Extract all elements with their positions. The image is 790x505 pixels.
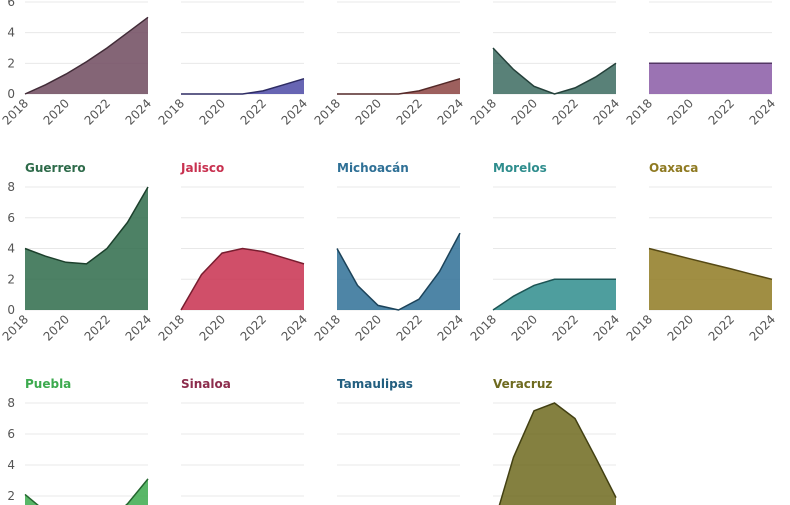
- x-tick-label: 2022: [238, 96, 269, 127]
- area-line: [492, 47, 617, 95]
- x-tick-label: 2020: [509, 312, 540, 343]
- panel-title: Veracruz: [493, 377, 552, 391]
- x-tick-label: 2024: [435, 96, 466, 127]
- area: [649, 63, 772, 94]
- x-tick-label: 2024: [279, 96, 310, 127]
- area-line: [180, 247, 305, 311]
- y-tick-label: 6: [7, 211, 15, 225]
- y-tick-label: 2: [7, 56, 15, 70]
- area-line: [492, 278, 616, 311]
- x-tick-label: 2024: [747, 96, 778, 127]
- area: [25, 478, 148, 505]
- x-tick-label: 2020: [353, 312, 384, 343]
- area: [25, 17, 148, 94]
- x-tick-label: 2018: [0, 96, 31, 127]
- y-tick-label: 4: [7, 26, 15, 40]
- panel-title: Sinaloa: [181, 377, 231, 391]
- x-tick-label: 2022: [706, 312, 737, 343]
- x-tick-label: 2024: [435, 312, 466, 343]
- x-tick-label: 2020: [41, 312, 72, 343]
- x-tick-label: 2022: [550, 312, 581, 343]
- panel-title: Puebla: [25, 377, 71, 391]
- x-tick-label: 2024: [123, 312, 154, 343]
- x-tick-label: 2024: [123, 96, 154, 127]
- x-tick-label: 2018: [312, 312, 343, 343]
- x-tick-label: 2022: [238, 312, 269, 343]
- x-tick-label: 2020: [509, 96, 540, 127]
- area-line: [24, 186, 149, 265]
- area-line: [498, 402, 617, 505]
- panel-title: Oaxaca: [649, 161, 698, 175]
- y-tick-label: 0: [7, 303, 15, 317]
- x-tick-label: 2024: [591, 312, 622, 343]
- x-tick-label: 2018: [468, 96, 499, 127]
- x-tick-label: 2020: [665, 96, 696, 127]
- y-tick-label: 0: [7, 87, 15, 101]
- y-tick-label: 6: [7, 427, 15, 441]
- area: [25, 187, 148, 310]
- area: [181, 78, 304, 94]
- y-tick-label: 2: [7, 272, 15, 286]
- x-tick-label: 2020: [665, 312, 696, 343]
- x-tick-label: 2022: [82, 312, 113, 343]
- area: [337, 233, 460, 310]
- x-tick-label: 2018: [624, 312, 655, 343]
- x-tick-label: 2020: [353, 96, 384, 127]
- x-tick-label: 2018: [624, 96, 655, 127]
- y-tick-label: 6: [7, 0, 15, 9]
- x-tick-label: 2022: [394, 96, 425, 127]
- y-tick-label: 4: [7, 458, 15, 472]
- area: [499, 403, 616, 505]
- panel-title: Guerrero: [25, 161, 86, 175]
- y-tick-label: 8: [7, 396, 15, 410]
- area-line: [336, 232, 461, 311]
- area-line: [24, 478, 149, 505]
- area-line: [181, 77, 305, 95]
- x-tick-label: 2022: [550, 96, 581, 127]
- x-tick-label: 2024: [747, 312, 778, 343]
- panel-title: Tamaulipas: [337, 377, 413, 391]
- x-tick-label: 2020: [197, 312, 228, 343]
- x-tick-label: 2020: [41, 96, 72, 127]
- y-tick-label: 8: [7, 180, 15, 194]
- area: [649, 248, 772, 310]
- x-tick-label: 2022: [394, 312, 425, 343]
- x-tick-label: 2018: [312, 96, 343, 127]
- x-tick-label: 2018: [156, 96, 187, 127]
- area-line: [337, 77, 461, 95]
- area-line: [648, 247, 773, 281]
- area: [493, 279, 616, 310]
- y-tick-label: 2: [7, 489, 15, 503]
- x-tick-label: 2022: [706, 96, 737, 127]
- panel-title: Morelos: [493, 161, 547, 175]
- x-tick-label: 2018: [0, 312, 31, 343]
- x-tick-label: 2018: [468, 312, 499, 343]
- x-tick-label: 2018: [156, 312, 187, 343]
- x-tick-label: 2024: [279, 312, 310, 343]
- y-tick-label: 4: [7, 242, 15, 256]
- panel-title: Jalisco: [180, 161, 224, 175]
- area-line: [24, 16, 149, 95]
- x-tick-label: 2022: [82, 96, 113, 127]
- x-tick-label: 2020: [197, 96, 228, 127]
- area: [337, 78, 460, 94]
- area: [493, 48, 616, 94]
- x-tick-label: 2024: [591, 96, 622, 127]
- panel-title: Michoacán: [337, 161, 409, 175]
